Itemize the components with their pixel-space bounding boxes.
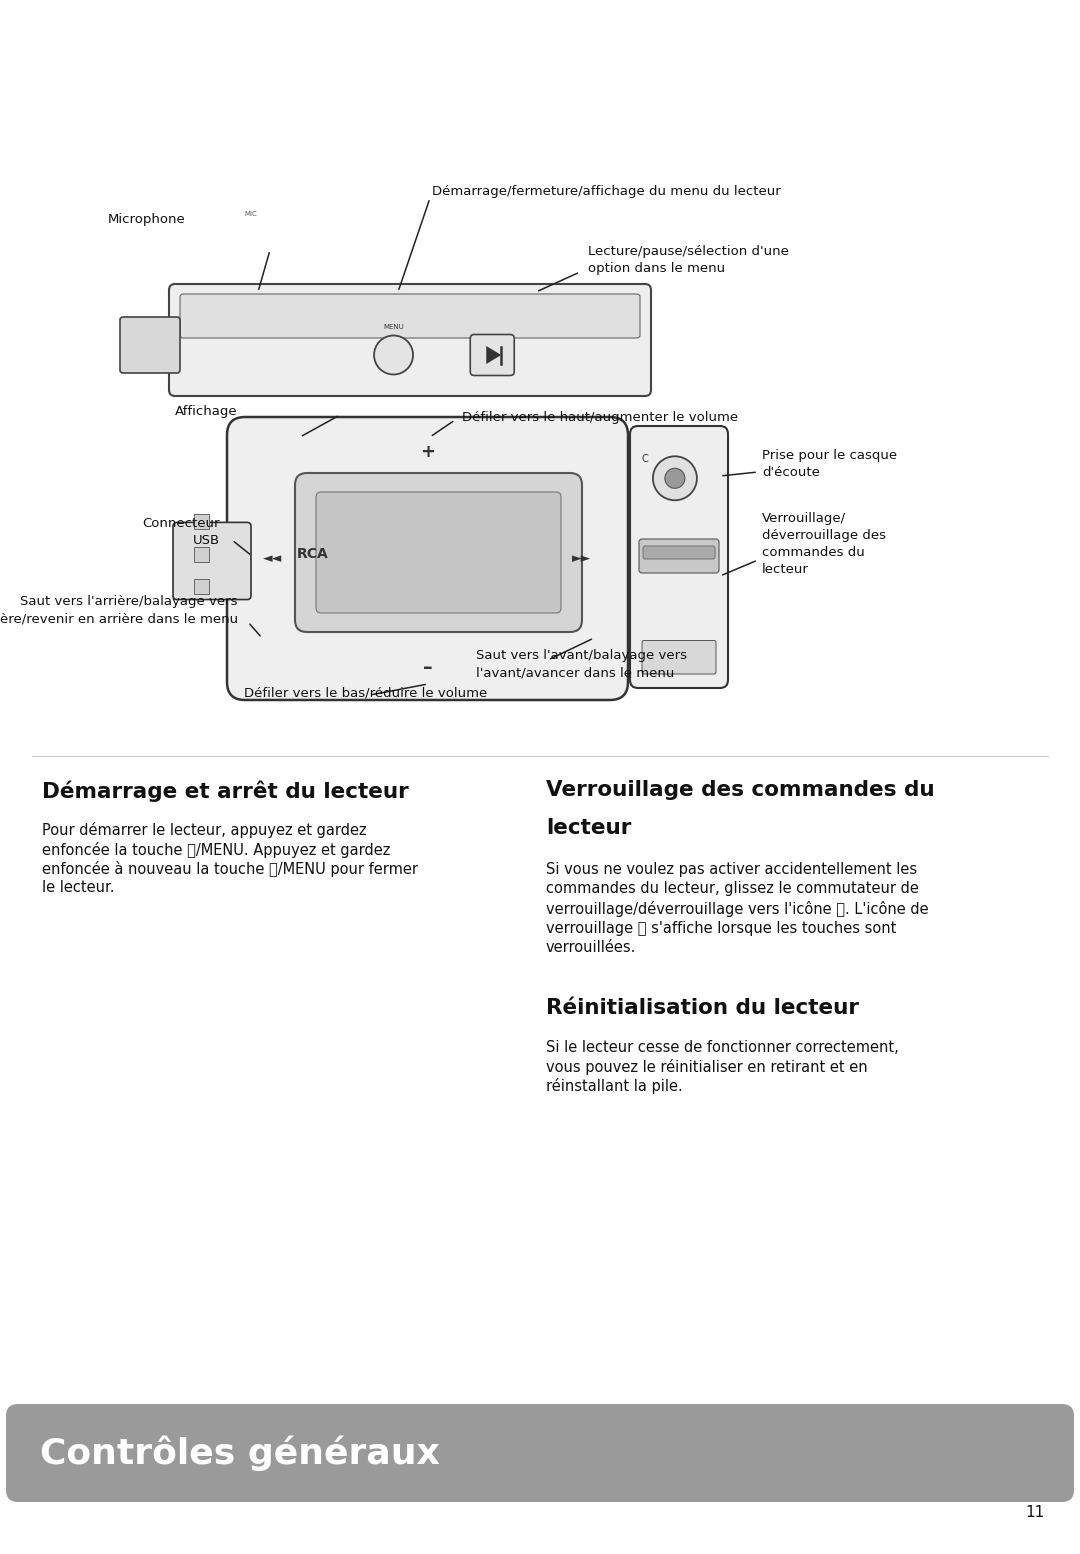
FancyBboxPatch shape: [630, 426, 728, 688]
Text: MIC: MIC: [244, 211, 257, 218]
Text: enfoncée à nouveau la touche ⏻/MENU pour fermer: enfoncée à nouveau la touche ⏻/MENU pour…: [42, 861, 418, 876]
Text: Défiler vers le bas/réduire le volume: Défiler vers le bas/réduire le volume: [244, 687, 487, 699]
Circle shape: [374, 336, 413, 375]
FancyBboxPatch shape: [642, 640, 716, 674]
Text: 11: 11: [1026, 1504, 1045, 1520]
FancyBboxPatch shape: [173, 522, 251, 600]
Text: Verrouillage/
déverrouillage des
commandes du
lecteur: Verrouillage/ déverrouillage des command…: [762, 511, 886, 577]
Text: +: +: [420, 443, 435, 462]
Text: Affichage: Affichage: [175, 406, 238, 418]
Text: Si le lecteur cesse de fonctionner correctement,: Si le lecteur cesse de fonctionner corre…: [546, 1040, 899, 1055]
Text: Verrouillage des commandes du: Verrouillage des commandes du: [546, 780, 934, 800]
Text: MENU: MENU: [383, 323, 404, 329]
Text: commandes du lecteur, glissez le commutateur de: commandes du lecteur, glissez le commuta…: [546, 881, 919, 897]
Circle shape: [653, 457, 697, 500]
Text: verrouillage 🔒 s'affiche lorsque les touches sont: verrouillage 🔒 s'affiche lorsque les tou…: [546, 920, 896, 936]
FancyBboxPatch shape: [194, 578, 210, 594]
Text: Lecture/pause/sélection d'une
option dans le menu: Lecture/pause/sélection d'une option dan…: [588, 246, 788, 275]
FancyBboxPatch shape: [168, 284, 651, 396]
Text: C: C: [642, 454, 649, 463]
Text: Démarrage et arrêt du lecteur: Démarrage et arrêt du lecteur: [42, 780, 408, 802]
Text: RCA: RCA: [297, 547, 328, 561]
Text: Pour démarrer le lecteur, appuyez et gardez: Pour démarrer le lecteur, appuyez et gar…: [42, 822, 366, 838]
Text: réinstallant la pile.: réinstallant la pile.: [546, 1078, 683, 1094]
FancyBboxPatch shape: [180, 294, 640, 339]
Polygon shape: [486, 347, 501, 364]
FancyBboxPatch shape: [316, 493, 561, 612]
FancyBboxPatch shape: [643, 545, 715, 559]
FancyBboxPatch shape: [227, 416, 627, 699]
Text: Saut vers l'arrière/balayage vers
l'arrière/revenir en arrière dans le menu: Saut vers l'arrière/balayage vers l'arri…: [0, 595, 238, 625]
Text: Réinitialisation du lecteur: Réinitialisation du lecteur: [546, 998, 859, 1018]
FancyBboxPatch shape: [194, 547, 210, 561]
Text: enfoncée la touche ⏻/MENU. Appuyez et gardez: enfoncée la touche ⏻/MENU. Appuyez et ga…: [42, 842, 390, 858]
Text: Connecteur
USB: Connecteur USB: [143, 517, 220, 547]
FancyBboxPatch shape: [6, 1403, 1074, 1503]
FancyBboxPatch shape: [194, 514, 210, 530]
Text: ►►: ►►: [572, 552, 592, 566]
Text: le lecteur.: le lecteur.: [42, 881, 114, 895]
FancyBboxPatch shape: [120, 317, 180, 373]
Text: verrouillées.: verrouillées.: [546, 940, 636, 956]
Text: Microphone: Microphone: [108, 213, 186, 227]
Text: Démarrage/fermeture/affichage du menu du lecteur: Démarrage/fermeture/affichage du menu du…: [432, 185, 781, 199]
Circle shape: [665, 468, 685, 488]
Text: Si vous ne voulez pas activer accidentellement les: Si vous ne voulez pas activer accidentel…: [546, 862, 917, 876]
FancyBboxPatch shape: [639, 539, 719, 573]
Text: verrouillage/déverrouillage vers l'icône 🔒. L'icône de: verrouillage/déverrouillage vers l'icône…: [546, 901, 929, 917]
Text: Saut vers l'avant/balayage vers
l'avant/avancer dans le menu: Saut vers l'avant/balayage vers l'avant/…: [476, 650, 687, 679]
FancyBboxPatch shape: [295, 472, 582, 632]
Text: –: –: [422, 657, 432, 678]
Text: vous pouvez le réinitialiser en retirant et en: vous pouvez le réinitialiser en retirant…: [546, 1058, 867, 1075]
Text: Prise pour le casque
d'écoute: Prise pour le casque d'écoute: [762, 449, 897, 479]
FancyBboxPatch shape: [470, 334, 514, 376]
Text: ◄◄: ◄◄: [264, 552, 283, 566]
Text: Contrôles généraux: Contrôles généraux: [40, 1436, 440, 1470]
Text: lecteur: lecteur: [546, 817, 632, 838]
Text: Défiler vers le haut/augmenter le volume: Défiler vers le haut/augmenter le volume: [462, 412, 738, 424]
